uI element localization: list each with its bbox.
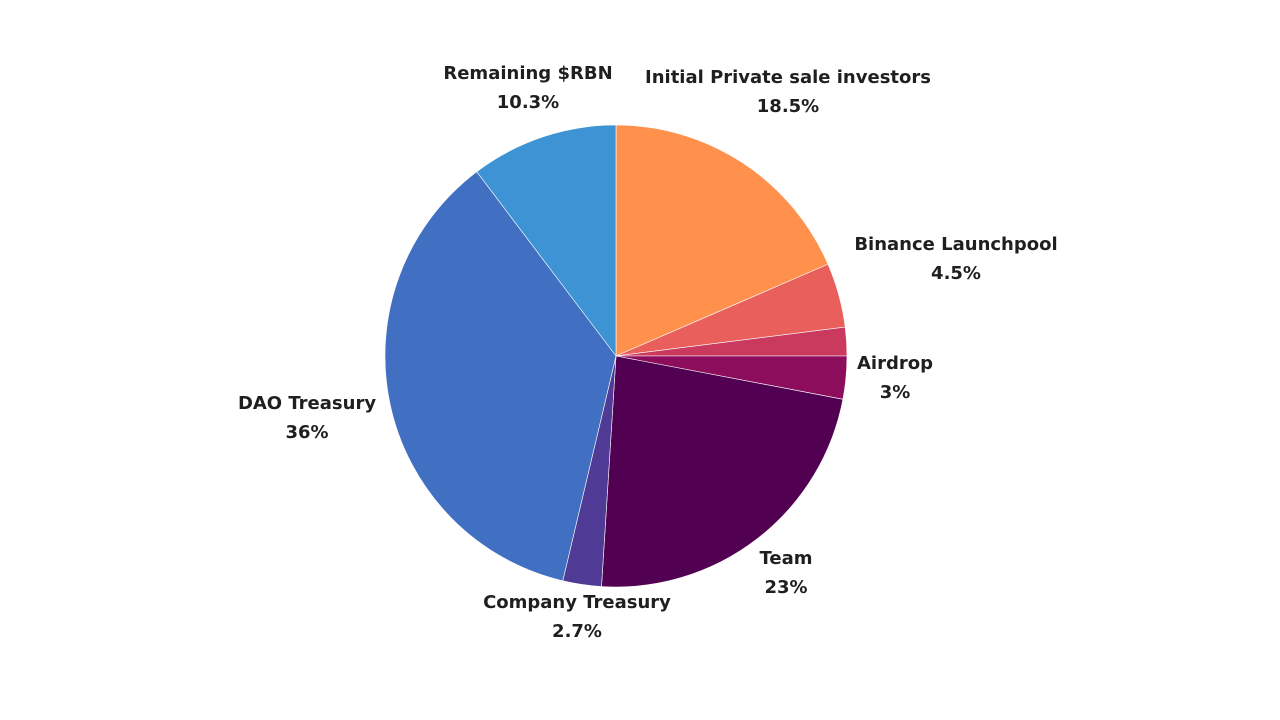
label-value: 3% xyxy=(879,382,911,403)
label-value: 2.7% xyxy=(552,621,602,642)
label-value: 36% xyxy=(285,422,329,443)
label-name: Binance Launchpool xyxy=(854,234,1058,255)
label-name: Airdrop xyxy=(857,353,933,374)
label-name: Initial Private sale investors xyxy=(645,67,931,88)
label-value: 23% xyxy=(764,577,808,598)
label-name: Team xyxy=(759,548,813,569)
label-value: 4.5% xyxy=(931,263,981,284)
pie-slice-remaining-rbn xyxy=(476,124,617,357)
label-value: 10.3% xyxy=(496,92,560,113)
label-remaining-rbn: Remaining $RBN 10.3% xyxy=(443,59,612,117)
pie-slice-initial-private-sale-investors xyxy=(615,124,829,357)
label-name: DAO Treasury xyxy=(237,393,377,414)
label-initial-private-sale: Initial Private sale investors 18.5% xyxy=(645,63,931,121)
label-name: Remaining $RBN xyxy=(443,63,613,84)
label-binance-launchpool: Binance Launchpool 4.5% xyxy=(854,230,1057,288)
label-airdrop: Airdrop 3% xyxy=(857,349,933,407)
label-dao-treasury: DAO Treasury 36% xyxy=(238,389,376,447)
pie-slice-dao-treasury xyxy=(384,171,617,582)
pie-slice-team xyxy=(601,355,844,588)
label-team: Team 23% xyxy=(760,544,813,602)
label-company-treasury: Company Treasury 2.7% xyxy=(483,588,671,646)
label-value: 18.5% xyxy=(756,96,820,117)
label-name: Company Treasury xyxy=(483,592,671,613)
